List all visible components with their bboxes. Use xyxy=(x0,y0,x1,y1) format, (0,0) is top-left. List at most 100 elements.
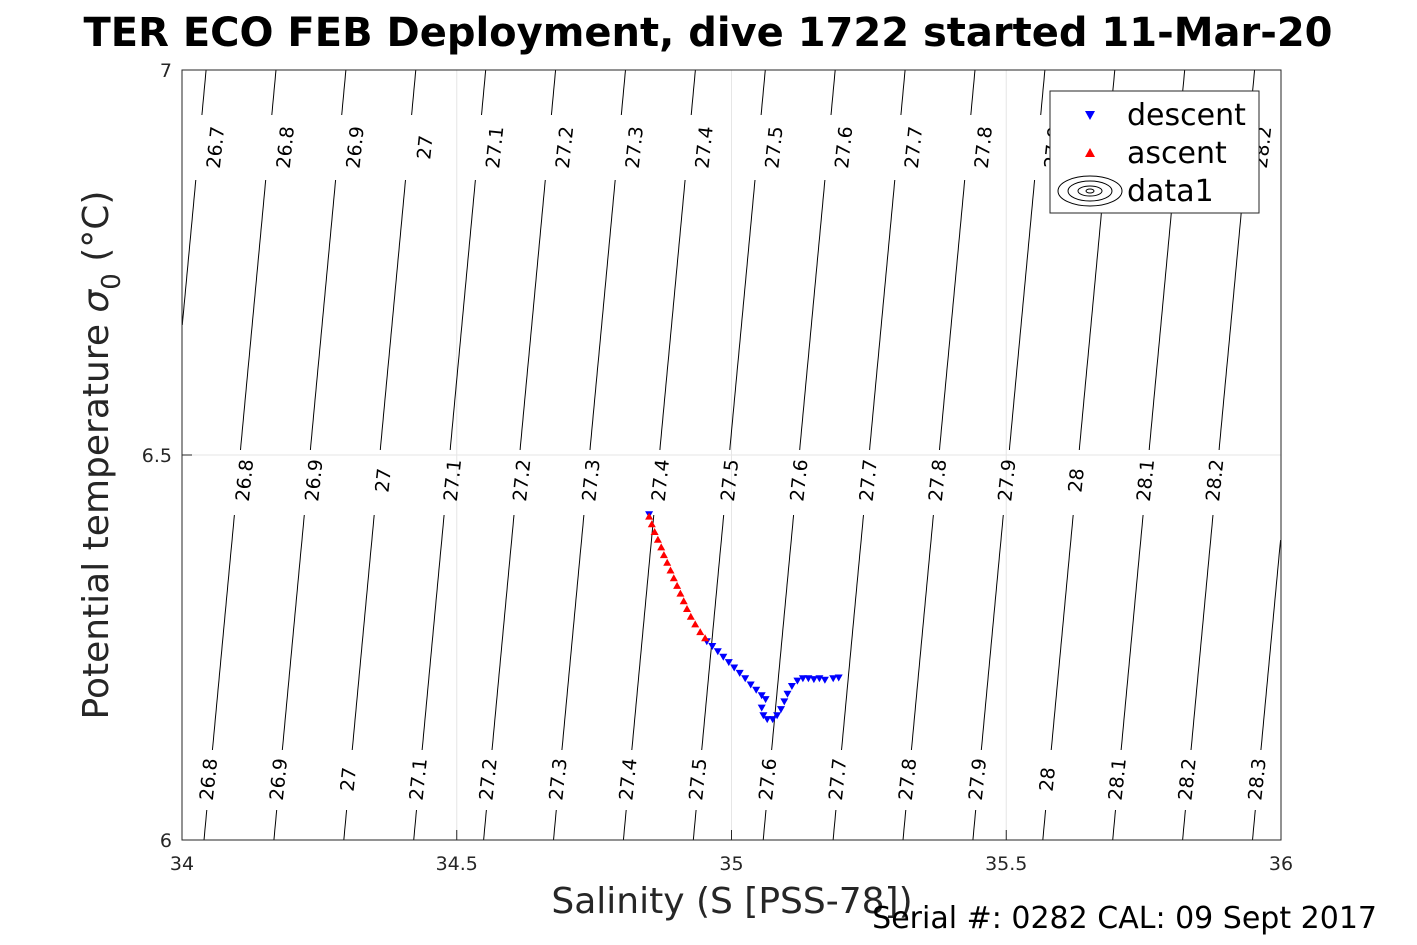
isopycnal-line xyxy=(910,514,934,751)
isopycnal-label: 28.1 xyxy=(1133,458,1159,502)
isopycnal-line xyxy=(561,514,585,751)
isopycnal-line xyxy=(939,179,966,451)
isopycnal-line xyxy=(690,69,696,116)
x-tick-label: 34.5 xyxy=(436,853,478,875)
isopycnal-label: 28.2 xyxy=(1174,757,1200,801)
isopycnal-label: 27.7 xyxy=(901,125,927,169)
isopycnal-label: 27.7 xyxy=(856,458,882,502)
legend-descent-marker xyxy=(1085,111,1095,120)
isopycnal-line xyxy=(201,69,207,116)
descent-point xyxy=(820,676,829,684)
legend-ascent-marker xyxy=(1085,148,1095,157)
isopycnal-label: 27.3 xyxy=(622,125,648,169)
descent-point xyxy=(780,698,789,706)
isopycnal-label: 27.7 xyxy=(825,757,851,801)
descent-point xyxy=(708,643,717,650)
isopycnal-line xyxy=(701,514,725,751)
isopycnal-label: 27.8 xyxy=(971,125,997,169)
isopycnal-line xyxy=(830,69,836,116)
isopycnal-line xyxy=(841,514,864,751)
isopycnal-line xyxy=(1252,809,1256,841)
x-tick-label: 35 xyxy=(719,853,743,875)
ascent-point xyxy=(645,512,654,520)
isopycnal-line xyxy=(902,809,907,841)
descent-point xyxy=(730,664,739,672)
descent-point xyxy=(752,686,761,694)
y-tick-label: 6.5 xyxy=(142,445,172,467)
ascent-point xyxy=(701,634,710,642)
descent-point xyxy=(793,677,802,685)
isopycnal-label: 27.6 xyxy=(786,458,812,502)
isopycnal-line xyxy=(519,179,546,451)
data-series xyxy=(645,511,843,724)
isopycnal-line xyxy=(1182,809,1186,841)
legend-descent-label: descent xyxy=(1127,98,1246,133)
ascent-point xyxy=(691,620,700,628)
ascent-point xyxy=(676,589,685,597)
serial-cal-footer: Serial #: 0282 CAL: 09 Sept 2017 xyxy=(872,901,1377,936)
descent-point xyxy=(757,704,766,712)
legend-contour-icon xyxy=(1057,175,1123,207)
isopycnal-line xyxy=(771,514,795,751)
descent-point xyxy=(787,683,796,690)
isopycnal-line xyxy=(631,514,655,751)
x-tick-label: 34 xyxy=(170,853,194,875)
isopycnal-label: 27.9 xyxy=(994,458,1020,502)
isopycnal-line xyxy=(659,179,686,451)
isopycnal-line xyxy=(181,179,197,326)
isopycnal-line xyxy=(481,69,487,116)
x-tick-label: 35.5 xyxy=(985,853,1027,875)
isopycnal-label: 26.8 xyxy=(232,458,258,502)
chart-title: TER ECO FEB Deployment, dive 1722 starte… xyxy=(83,10,1332,56)
isopycnal-line xyxy=(343,809,348,841)
isopycnal-label: 26.7 xyxy=(203,125,229,169)
descent-point xyxy=(768,716,777,724)
y-axis-label-sigma: σ xyxy=(76,289,117,313)
descent-point xyxy=(746,681,755,689)
isopycnal-label: 27.8 xyxy=(895,757,921,801)
isopycnal-label: 26.9 xyxy=(301,458,327,502)
isopycnal-line xyxy=(309,179,337,451)
legend-box xyxy=(1049,90,1260,214)
y-axis-label-main: Potential temperature xyxy=(76,313,117,720)
descent-point xyxy=(735,669,744,677)
ascent-point xyxy=(686,612,695,620)
isopycnal-label: 27.6 xyxy=(831,125,857,169)
isopycnal-line xyxy=(799,179,826,451)
isopycnal-line xyxy=(622,809,627,841)
isopycnal-label: 27.4 xyxy=(615,757,641,801)
isopycnal-line xyxy=(1078,179,1105,451)
descent-point xyxy=(834,674,843,682)
isopycnal-line xyxy=(760,69,766,116)
isopycnal-line xyxy=(271,69,277,116)
isopycnal-label: 26.8 xyxy=(273,125,299,169)
isopycnal-label: 26.8 xyxy=(196,757,222,801)
ascent-point xyxy=(669,574,678,582)
isopycnal-line xyxy=(553,809,557,841)
isopycnal-label: 27.1 xyxy=(406,757,432,801)
isopycnal-label: 27.5 xyxy=(717,458,743,502)
descent-point xyxy=(773,712,782,720)
isopycnal-line xyxy=(421,514,445,751)
ascent-point xyxy=(647,520,656,528)
isopycnal-line xyxy=(281,514,305,751)
descent-point xyxy=(761,696,770,704)
isopycnal-line xyxy=(620,69,626,116)
x-tick-label: 36 xyxy=(1269,853,1293,875)
isopycnal-line xyxy=(203,809,208,841)
isopycnal-line xyxy=(1190,514,1214,751)
ascent-point xyxy=(659,551,668,559)
isopycnal-line xyxy=(589,179,616,451)
isopycnal-label: 27.2 xyxy=(552,125,578,169)
ascent-point xyxy=(650,528,659,535)
isopycnal-line xyxy=(211,514,235,751)
isopycnal-label: 26.9 xyxy=(266,757,292,801)
isopycnal-label: 27.8 xyxy=(925,458,951,502)
ascent-point xyxy=(653,535,662,543)
isopycnal-label: 27.4 xyxy=(691,125,717,169)
isopycnal-line xyxy=(1040,69,1046,116)
isopycnal-line xyxy=(900,69,906,116)
ascent-point xyxy=(666,566,675,574)
descent-point xyxy=(777,706,785,714)
ascent-point xyxy=(683,605,691,612)
